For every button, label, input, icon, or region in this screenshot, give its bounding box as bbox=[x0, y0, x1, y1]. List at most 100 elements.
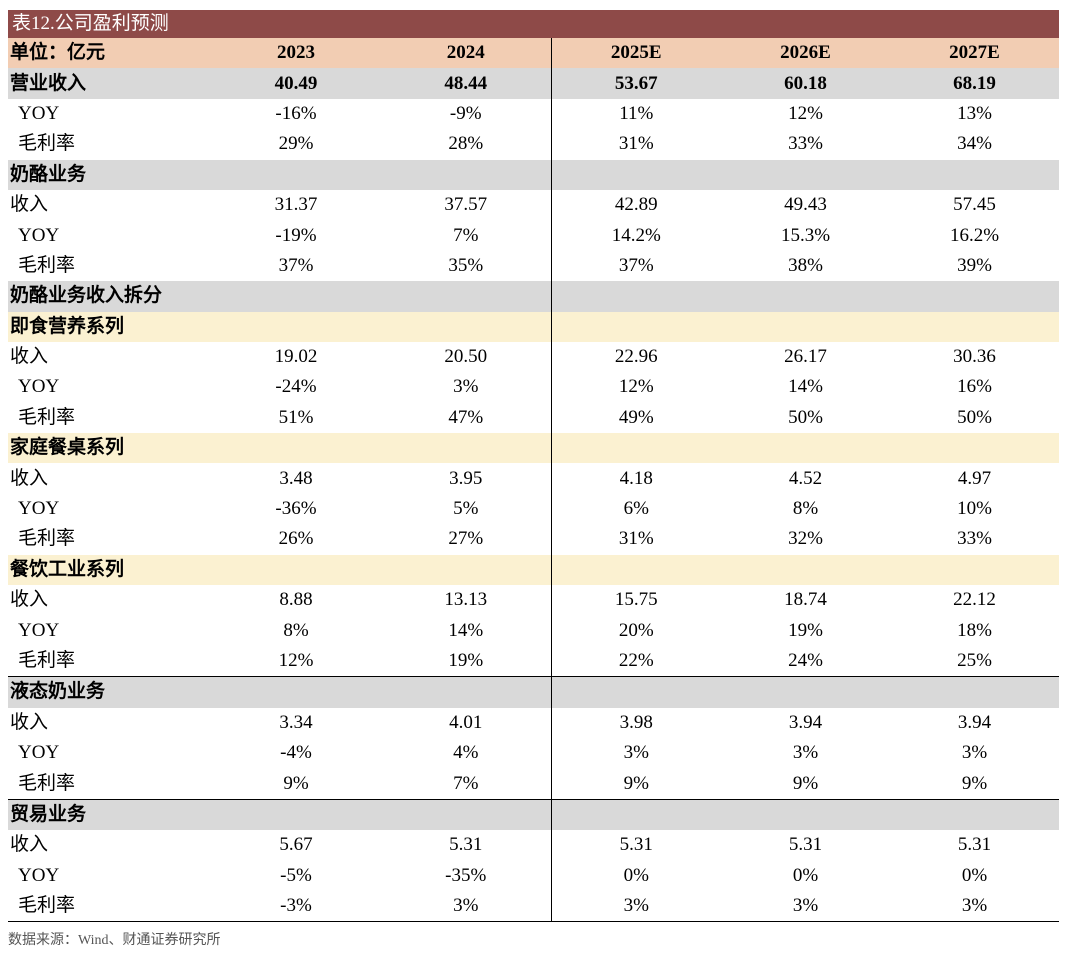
table-row: 家庭餐桌系列 bbox=[8, 433, 1059, 464]
table-cell bbox=[381, 798, 551, 831]
table-cell: 9% bbox=[283, 772, 309, 794]
table-row: YOY -5% -35% 0% 0% 0% bbox=[8, 860, 1059, 891]
table-title: 表12.公司盈利预测 bbox=[8, 10, 1059, 38]
row-label: 餐饮工业系列 bbox=[8, 554, 211, 586]
table-cell bbox=[721, 159, 890, 190]
table-cell bbox=[381, 433, 551, 464]
table-cell: 33% bbox=[957, 528, 992, 550]
table-cell: 37% bbox=[550, 250, 721, 282]
table-row: YOY -24% 3% 12% 14% 16% bbox=[8, 372, 1059, 403]
table-cell: 7% bbox=[453, 772, 479, 794]
table-cell: 5.31 bbox=[550, 830, 721, 861]
row-label: 毛利率 bbox=[18, 528, 76, 550]
table-cell: 19% bbox=[788, 619, 823, 641]
row-label: 收入 bbox=[10, 589, 49, 611]
forecast-table-container: 表12.公司盈利预测 单位：亿元 2023 2024 2025E 2026E 2… bbox=[8, 10, 1059, 923]
table-cell: -5% bbox=[280, 864, 312, 886]
table-cell: 12% bbox=[550, 372, 721, 403]
table-cell: 8% bbox=[792, 498, 819, 520]
table-cell: 48.44 bbox=[381, 68, 551, 99]
table-cell: 5.67 bbox=[279, 834, 313, 856]
row-label: YOY bbox=[18, 619, 60, 641]
table-cell bbox=[211, 311, 381, 342]
table-cell: 15.75 bbox=[550, 585, 721, 616]
table-cell: 14% bbox=[448, 619, 484, 641]
table-cell: 22.96 bbox=[550, 341, 721, 373]
year-header: 2026E bbox=[721, 38, 890, 69]
table-cell: 34% bbox=[957, 133, 992, 155]
table-cell: 3.98 bbox=[550, 707, 721, 738]
header-row: 单位：亿元 2023 2024 2025E 2026E 2027E bbox=[8, 38, 1059, 69]
table-cell: 60.18 bbox=[721, 68, 890, 99]
table-cell bbox=[890, 311, 1059, 342]
table-row: 即食营养系列 bbox=[8, 311, 1059, 342]
row-label: 毛利率 bbox=[18, 406, 76, 428]
table-cell: 53.67 bbox=[550, 68, 721, 99]
table-cell: 40.49 bbox=[211, 68, 381, 99]
table-cell: 50% bbox=[957, 406, 992, 428]
table-row: 毛利率 29% 28% 31% 33% 34% bbox=[8, 129, 1059, 160]
forecast-table: 单位：亿元 2023 2024 2025E 2026E 2027E 营业收入 40… bbox=[8, 38, 1059, 923]
table-cell: 4% bbox=[453, 742, 479, 764]
table-cell bbox=[211, 676, 381, 708]
table-cell: 9% bbox=[961, 772, 988, 794]
table-cell bbox=[721, 676, 890, 708]
table-cell: 22% bbox=[550, 645, 721, 677]
table-cell: 20% bbox=[550, 615, 721, 646]
table-cell: 19% bbox=[448, 650, 484, 671]
table-cell: 50% bbox=[788, 406, 823, 428]
table-cell bbox=[550, 798, 721, 831]
table-cell bbox=[721, 311, 890, 342]
table-cell: 14.2% bbox=[550, 220, 721, 251]
table-cell: 4.18 bbox=[550, 463, 721, 494]
table-cell: 14% bbox=[788, 376, 823, 398]
table-row: 收入 19.02 20.50 22.96 26.17 30.36 bbox=[8, 341, 1059, 373]
table-cell: 49% bbox=[550, 402, 721, 434]
table-cell: 12% bbox=[788, 102, 823, 124]
row-label: 毛利率 bbox=[18, 133, 76, 155]
table-cell: 19.02 bbox=[274, 346, 318, 368]
table-cell: 3% bbox=[550, 737, 721, 769]
table-cell: 9% bbox=[550, 768, 721, 800]
table-cell: 8.88 bbox=[279, 589, 313, 611]
table-cell: 28% bbox=[448, 133, 484, 155]
row-label: 收入 bbox=[10, 467, 49, 489]
table-cell: 26% bbox=[278, 528, 314, 550]
row-label: 营业收入 bbox=[8, 68, 211, 99]
table-cell bbox=[211, 433, 381, 464]
table-cell: -16% bbox=[275, 102, 317, 124]
table-row: 奶酪业务 bbox=[8, 159, 1059, 190]
table-cell: 29% bbox=[278, 133, 314, 155]
table-row: 收入 5.67 5.31 5.31 5.31 5.31 bbox=[8, 830, 1059, 861]
table-cell: 5.31 bbox=[957, 834, 992, 856]
year-header: 2023 bbox=[211, 38, 381, 69]
table-cell bbox=[550, 433, 721, 464]
table-cell: 35% bbox=[448, 254, 484, 276]
table-row: 毛利率 9% 7% 9% 9% 9% bbox=[8, 768, 1059, 800]
table-cell: 13% bbox=[957, 102, 992, 124]
table-cell bbox=[550, 281, 721, 312]
table-cell bbox=[890, 554, 1059, 586]
table-cell: 10% bbox=[957, 498, 992, 520]
row-label: 毛利率 bbox=[8, 890, 211, 923]
table-row: YOY -36% 5% 6% 8% 10% bbox=[8, 493, 1059, 525]
table-cell bbox=[890, 433, 1059, 464]
table-row: 毛利率 51% 47% 49% 50% 50% bbox=[8, 402, 1059, 434]
table-cell: 31% bbox=[550, 129, 721, 160]
table-cell: 27% bbox=[448, 528, 484, 550]
row-label: 奶酪业务收入拆分 bbox=[8, 281, 211, 312]
table-cell bbox=[890, 159, 1059, 190]
row-label: 毛利率 bbox=[18, 254, 76, 276]
row-label: 液态奶业务 bbox=[8, 676, 211, 708]
table-cell bbox=[890, 676, 1059, 708]
table-cell: 12% bbox=[278, 650, 314, 671]
table-cell: 26.17 bbox=[784, 346, 827, 368]
year-header: 2025E bbox=[550, 38, 721, 69]
row-label: YOY bbox=[18, 102, 60, 124]
table-cell: 5% bbox=[453, 498, 479, 520]
table-cell: 31% bbox=[550, 524, 721, 555]
row-label: 收入 bbox=[10, 346, 49, 368]
table-row: 奶酪业务收入拆分 bbox=[8, 281, 1059, 312]
table-cell bbox=[381, 159, 551, 190]
table-cell: 0% bbox=[961, 864, 988, 886]
